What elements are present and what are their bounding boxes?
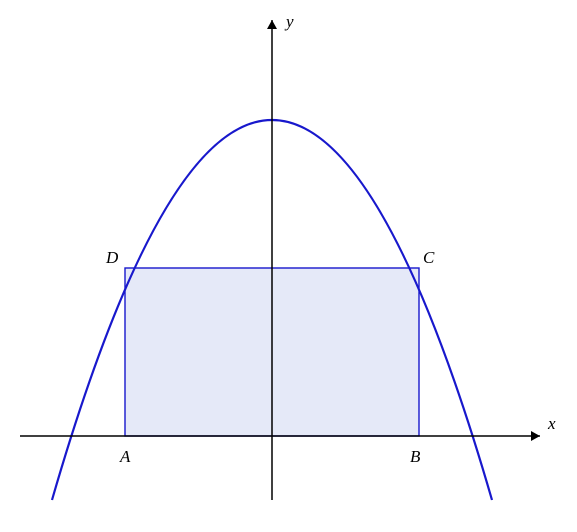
x-axis-arrow <box>531 431 540 441</box>
diagram-svg <box>0 0 577 532</box>
point-label-d: D <box>106 248 118 268</box>
point-label-b: B <box>410 447 420 467</box>
point-label-a: A <box>120 447 130 467</box>
y-axis-arrow <box>267 20 277 29</box>
x-axis-label: x <box>548 414 556 434</box>
diagram-canvas: x y A B C D <box>0 0 577 532</box>
y-axis-label: y <box>286 12 294 32</box>
point-label-c: C <box>423 248 434 268</box>
